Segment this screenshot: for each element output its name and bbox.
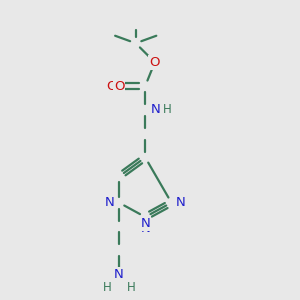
Text: N: N [152, 103, 162, 116]
Text: N: N [140, 222, 150, 235]
Text: N: N [140, 217, 150, 230]
Text: O: O [107, 80, 117, 93]
Text: N: N [176, 196, 186, 209]
Text: N: N [105, 196, 114, 209]
Text: O: O [149, 56, 160, 69]
Text: H: H [163, 103, 172, 116]
Text: O: O [114, 80, 124, 93]
Text: N: N [176, 196, 186, 209]
Text: N: N [114, 268, 124, 281]
Text: N: N [151, 103, 161, 116]
Text: O: O [149, 56, 160, 69]
Text: H: H [127, 281, 135, 294]
Text: H: H [103, 281, 112, 294]
Text: N: N [105, 196, 114, 209]
